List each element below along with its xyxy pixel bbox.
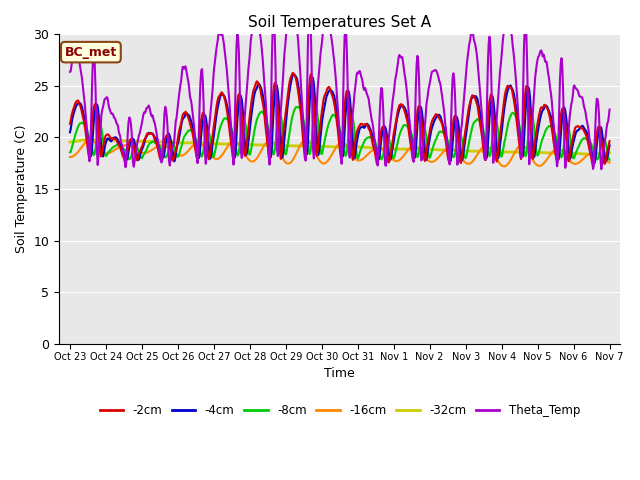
- -8cm: [66, 149, 74, 155]
- Line: -16cm: -16cm: [70, 140, 609, 166]
- -32cm: [100, 137, 108, 143]
- -16cm: [66, 154, 74, 160]
- Theta_Temp: [76, 61, 84, 67]
- -8cm: [214, 131, 222, 137]
- -16cm: [406, 145, 414, 151]
- X-axis label: Time: Time: [324, 367, 355, 380]
- -32cm: [422, 146, 429, 152]
- Theta_Temp: [214, 30, 222, 36]
- Theta_Temp: [66, 69, 74, 75]
- -2cm: [66, 121, 74, 127]
- -16cm: [86, 137, 94, 143]
- -4cm: [131, 142, 139, 148]
- Theta_Temp: [186, 94, 194, 100]
- -4cm: [605, 143, 613, 148]
- -32cm: [66, 139, 74, 145]
- -8cm: [605, 157, 613, 163]
- Text: BC_met: BC_met: [65, 46, 117, 59]
- -4cm: [422, 156, 429, 162]
- Title: Soil Temperatures Set A: Soil Temperatures Set A: [248, 15, 431, 30]
- Y-axis label: Soil Temperature (C): Soil Temperature (C): [15, 125, 28, 253]
- -2cm: [406, 137, 414, 143]
- Legend: -2cm, -4cm, -8cm, -16cm, -32cm, Theta_Temp: -2cm, -4cm, -8cm, -16cm, -32cm, Theta_Te…: [95, 399, 585, 422]
- -16cm: [132, 146, 140, 152]
- -8cm: [76, 120, 84, 126]
- -4cm: [406, 127, 414, 132]
- -16cm: [76, 147, 84, 153]
- -2cm: [76, 102, 84, 108]
- -32cm: [406, 146, 414, 152]
- -4cm: [76, 100, 84, 106]
- -32cm: [216, 141, 223, 147]
- Line: -4cm: -4cm: [70, 74, 609, 163]
- -2cm: [589, 161, 597, 167]
- -8cm: [186, 127, 194, 133]
- Theta_Temp: [131, 154, 139, 159]
- -8cm: [422, 130, 429, 136]
- -16cm: [500, 163, 508, 169]
- -32cm: [76, 138, 84, 144]
- -16cm: [605, 160, 613, 166]
- -32cm: [132, 138, 140, 144]
- -16cm: [187, 145, 195, 151]
- -16cm: [422, 155, 429, 161]
- -8cm: [131, 143, 139, 149]
- Line: Theta_Temp: Theta_Temp: [70, 0, 609, 169]
- -32cm: [589, 152, 597, 157]
- Theta_Temp: [605, 107, 613, 112]
- -2cm: [289, 70, 297, 76]
- -2cm: [214, 94, 222, 100]
- -4cm: [591, 160, 598, 166]
- Line: -8cm: -8cm: [70, 107, 609, 160]
- -8cm: [406, 128, 414, 134]
- -4cm: [214, 101, 222, 107]
- -4cm: [186, 115, 194, 120]
- Theta_Temp: [422, 113, 429, 119]
- -2cm: [186, 121, 194, 127]
- Theta_Temp: [287, 0, 295, 3]
- Theta_Temp: [598, 167, 605, 172]
- -4cm: [290, 72, 298, 77]
- -32cm: [605, 150, 613, 156]
- -16cm: [216, 155, 223, 161]
- -2cm: [605, 138, 613, 144]
- Line: -2cm: -2cm: [70, 73, 609, 164]
- -8cm: [294, 104, 301, 110]
- -4cm: [66, 130, 74, 135]
- Theta_Temp: [406, 121, 414, 127]
- -32cm: [187, 140, 195, 146]
- -2cm: [131, 151, 139, 157]
- -2cm: [422, 156, 429, 161]
- Line: -32cm: -32cm: [70, 140, 609, 155]
